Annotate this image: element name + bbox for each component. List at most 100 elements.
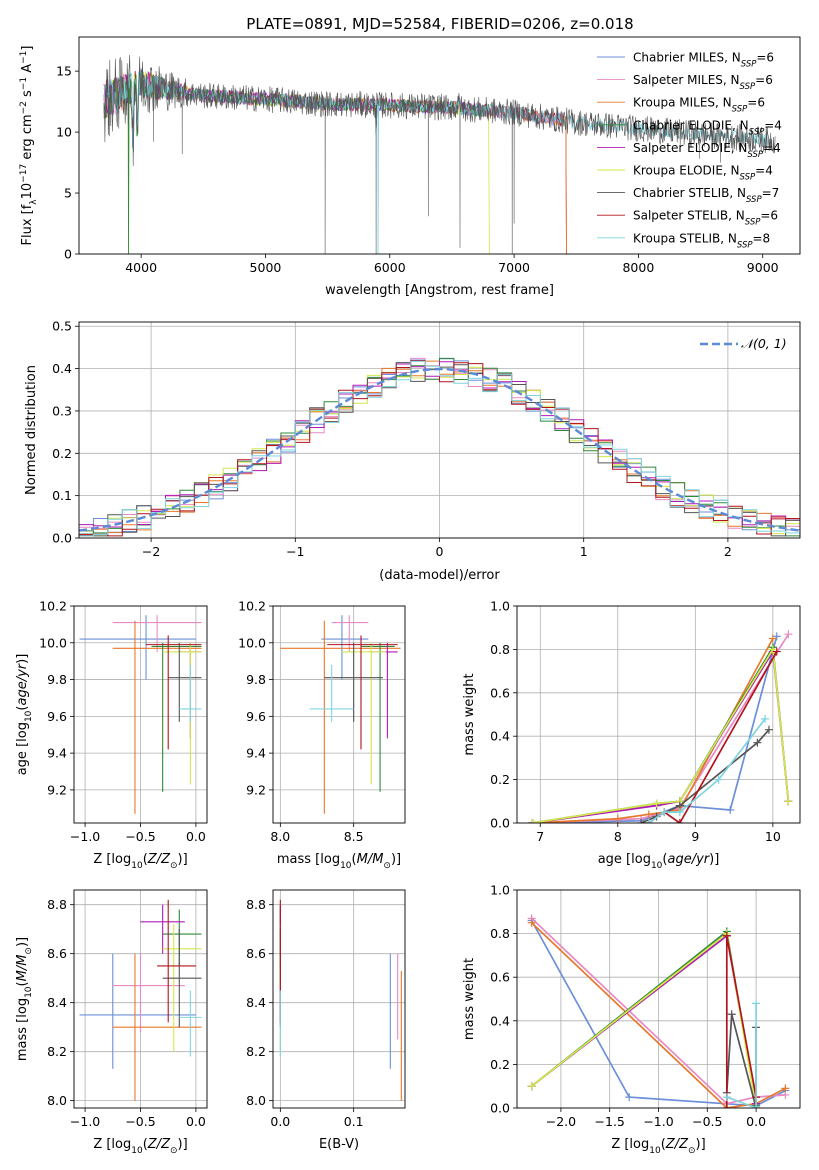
x-tick-label: 8 [614,829,622,844]
legend-label: Kroupa MILES, NSSP=6 [633,96,765,115]
x-axis-label-part: (data-model)/error [379,568,500,583]
errorbar-point [179,990,202,1057]
legend-label: Chabrier STELIB, NSSP=7 [633,186,779,205]
y-tick-label: 8.8 [47,897,67,912]
y-tick-label: 9.8 [47,672,67,687]
errorbar-point [112,615,202,652]
x-tick-label: 6000 [374,260,406,275]
y-axis-label-part: age/yr [15,662,30,705]
figure-title: PLATE=0891, MJD=52584, FIBERID=0206, z=0… [246,15,633,33]
errorbar-point [361,642,395,792]
legend-label: Kroupa STELIB, NSSP=8 [633,231,770,250]
y-tick-label: 8.0 [47,1093,67,1108]
weight-marker [761,714,770,723]
x-tick-label: 9000 [747,260,779,275]
y-axis-label-part: )] [15,654,30,664]
x-tick-label: −0.5 [692,1114,722,1129]
y-tick-label: 0.2 [52,446,72,461]
y-axis-label-part: −1 [19,51,29,64]
weight-marker [660,808,669,817]
x-tick-label: 7000 [498,260,530,275]
weight-line-kroupa-miles [532,638,774,823]
y-axis-label: Flux [fλ10−17 erg cm−2 s−1 A−1] [19,46,39,246]
y-axis-label: mass weight [462,673,477,755]
y-tick-label: 0.8 [490,926,510,941]
x-axis-label-part: ( [661,1137,666,1152]
spectrum-line-chabrier-stelib [103,54,776,254]
x-tick-label: 4000 [125,260,157,275]
y-axis-label-part: 10 [24,710,34,722]
y-axis-label-part: 10 [24,986,34,998]
y-tick-label: 0.0 [490,816,510,831]
y-axis-label-part: mass weight [462,958,477,1040]
legend-sub: SSP [740,173,756,183]
legend-nssp: =6 [760,209,778,223]
panel-mass-vs-ebv: 0.0 0.1 8.0 8.2 8.4 8.6 8.8 E(B-V) [246,889,406,1152]
y-tick-label: 8.6 [47,946,67,961]
legend-label: Chabrier MILES, NSSP=6 [633,51,774,70]
x-axis-label-part: )] [178,852,188,867]
errorbar-point [324,642,383,722]
y-axis-label-part: s [20,90,35,101]
x-tick-label: −1 [286,544,304,559]
y-tick-label: 0.0 [52,531,72,546]
errorbar-point [162,924,202,1052]
y-axis-label-part: ⊙ [24,947,34,955]
x-axis-label-part: mass [log [277,852,340,867]
y-tick-label: 0.0 [490,1101,510,1116]
y-tick-label: 5 [64,186,72,201]
x-tick-label: 8000 [622,260,654,275]
y-axis-label: Normed distribution [24,365,39,495]
weight-marker [652,799,661,808]
x-axis-label: Z [log10(Z/Z⊙)] [611,1137,705,1156]
x-axis-label-part: ⊙ [688,1146,696,1156]
x-tick-label: −0.5 [125,1114,155,1129]
axes-frame [516,605,801,824]
panel-spectrum: 4000 5000 6000 7000 8000 9000 0 5 10 15 wavelength… [19,36,801,298]
x-axis-label-part: age/yr [667,852,710,867]
y-tick-label: 0 [64,247,72,262]
weight-line-chabrier-stelib [725,1014,757,1108]
x-axis-label-part: ( [143,852,148,867]
x-axis-label-part: ( [352,852,357,867]
plot-area [79,357,800,537]
x-tick-label: −1.5 [595,1114,625,1129]
y-tick-label: 0.1 [52,488,72,503]
x-axis-label-part: Z/Z [147,852,171,867]
x-tick-label: 0.0 [270,1114,290,1129]
y-tick-label: 0.5 [52,319,72,334]
weight-marker [726,805,735,814]
x-tick-label: 7 [536,829,544,844]
x-axis-label-part: )] [709,852,719,867]
legend-nssp: =6 [755,73,773,87]
plot-area [527,914,790,1108]
y-axis-label-part: −17 [19,164,29,183]
axes-frame [272,605,406,824]
y-tick-label: 0.2 [490,772,510,787]
x-axis-label-part: Z/Z [147,1137,171,1152]
legend-model: Salpeter STELIB, N [633,209,745,223]
y-tick-label: 9.4 [246,746,266,761]
legend-nssp: =4 [763,141,781,155]
errorbar-point [157,899,196,1023]
x-tick-label: 0.0 [746,1114,766,1129]
errorbar-point [331,615,369,652]
x-tick-label: 5000 [250,260,282,275]
x-axis-label: E(B-V) [319,1137,359,1152]
weight-marker [527,1082,536,1091]
y-tick-label: 0.6 [490,685,510,700]
legend-sub: SSP [745,218,761,228]
legend-model: Kroupa ELODIE, N [633,164,740,178]
y-tick-label: 8.2 [246,1044,266,1059]
y-tick-label: 8.8 [246,897,266,912]
weight-marker [637,819,646,823]
y-axis-label-part: ( [15,706,30,711]
plot-area [79,615,202,814]
legend-nssp: =8 [753,231,771,245]
legend-nssp: =7 [762,186,780,200]
errorbar-point [309,664,354,722]
x-tick-label: 0.1 [344,1114,364,1129]
weight-marker [753,738,762,747]
spectrum-line-kroupa-miles [103,70,567,254]
x-axis-label-part: ⊙ [383,861,391,871]
